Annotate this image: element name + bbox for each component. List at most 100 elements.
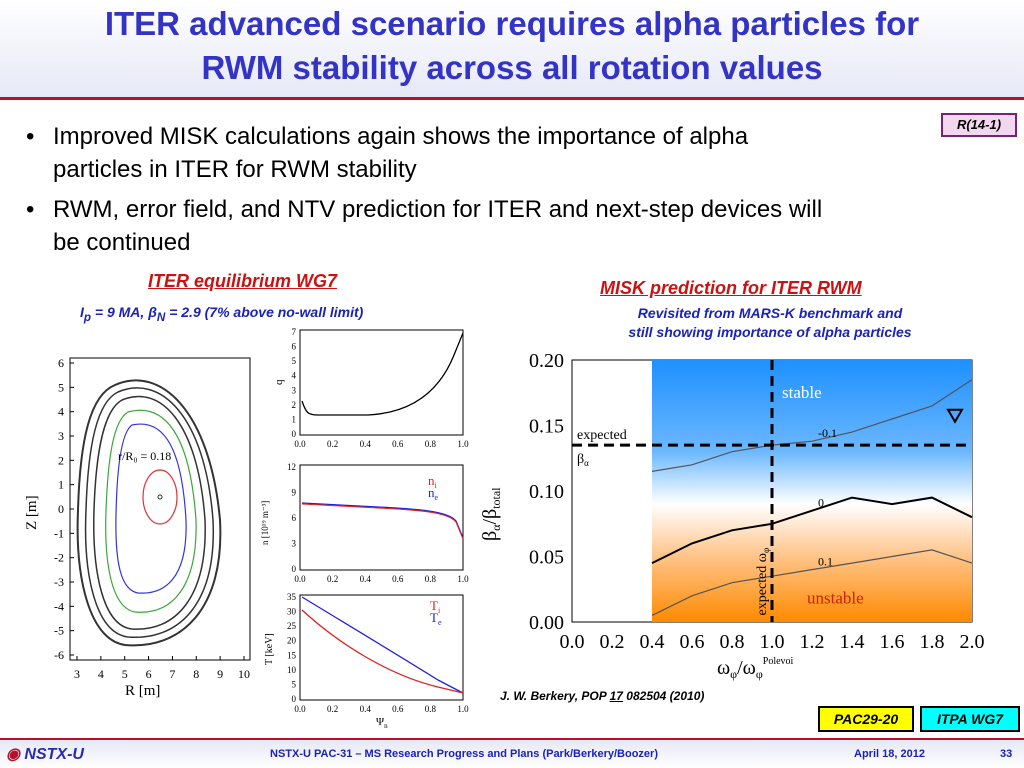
misk-x-tick-label: 1.2 <box>800 631 825 653</box>
stable-region-label: stable <box>782 383 822 402</box>
profile-y-tick-label: 4 <box>292 371 297 381</box>
profile-y-tick-label: 7 <box>292 327 297 337</box>
profile-x-tick-label: 0.6 <box>392 704 404 714</box>
misk-chart-svg: -0.1 0 0.1 0.0 0.2 0.4 0.6 0.8 1.0 1.2 1.4 1.6 1.8 2… <box>479 350 985 681</box>
expected-omega-label: expected ωφ <box>755 548 771 616</box>
misk-x-tick-label: 0.2 <box>600 631 625 653</box>
profile-x-tick-label: 0.6 <box>392 439 404 449</box>
profile-y-tick-label: 15 <box>287 650 297 660</box>
profile-x-tick-label: 0.4 <box>360 574 372 584</box>
misk-x-tick-label: 2.0 <box>960 631 985 653</box>
citation-volume: 17 <box>609 689 623 703</box>
eq-x-tick-label: 4 <box>98 667 104 681</box>
bullet-text-line: particles in ITER for RWM stability <box>53 156 417 183</box>
slide-title-line1: ITER advanced scenario requires alpha pa… <box>104 5 920 42</box>
profile-x-tick-label: 0.8 <box>425 439 437 449</box>
separatrix-surface <box>93 395 206 630</box>
q-profile-line <box>301 332 464 416</box>
footer-center-text: NSTX-U PAC-31 – MS Research Progress and… <box>270 748 658 760</box>
profile-y-tick-label: 25 <box>287 621 297 631</box>
profile-y-tick-label: 2 <box>292 400 297 410</box>
equilibrium-params: Ip = 9 MA, βN = 2.9 (7% above no-wall li… <box>80 303 440 327</box>
psi-xlabel: Ψn <box>376 716 388 730</box>
ne-legend: ne <box>428 485 439 502</box>
profile-x-tick-label: 0.2 <box>327 704 338 714</box>
ni-legend: ni <box>428 473 438 490</box>
ip-sub: p <box>83 310 92 324</box>
citation: J. W. Berkery, POP 17 082504 (2010) <box>500 689 760 703</box>
eq-y-tick-label: 2 <box>58 453 64 467</box>
profile-y-tick-label: 5 <box>292 356 297 366</box>
profile-y-tick-label: 12 <box>287 462 296 472</box>
profile-x-tick-label: 0.0 <box>294 574 306 584</box>
eq-x-tick-label: 9 <box>217 667 223 681</box>
profile-y-tick-label: 20 <box>287 636 297 646</box>
ip-value: = 9 MA, β <box>91 304 157 320</box>
expected-beta-symbol: βα <box>577 452 589 468</box>
profile-x-tick-label: 1.0 <box>457 574 469 584</box>
profile-x-tick-label: 0.6 <box>392 574 404 584</box>
red-flux-surface <box>142 469 178 525</box>
contour-label: 0.1 <box>818 555 833 569</box>
eq-y-tick-label: -1 <box>54 526 64 540</box>
n-frame <box>299 464 464 571</box>
right-panel-heading: MISK prediction for ITER RWM <box>600 278 862 298</box>
bullet-list: • Improved MISK calculations again shows… <box>26 120 976 266</box>
left-panel-heading: ITER equilibrium WG7 <box>148 271 338 291</box>
beta-n-value: = 2.9 (7% above no-wall limit) <box>165 304 364 320</box>
right-sub-line1: Revisited from MARS-K benchmark and <box>637 305 903 321</box>
right-panel-subtitle: Revisited from MARS-K benchmark and stil… <box>560 304 980 342</box>
logo-text: NSTX-U <box>24 746 84 763</box>
wall-surface <box>84 387 214 638</box>
profile-y-tick-label: 6 <box>292 342 297 352</box>
profile-y-tick-label: 0 <box>292 564 297 574</box>
ne-profile-line <box>301 502 464 539</box>
contour-label: 0 <box>818 496 824 510</box>
unstable-region-label: unstable <box>807 588 864 607</box>
beta-n-sub: N <box>156 310 166 324</box>
misk-x-tick-label: 1.6 <box>880 631 905 653</box>
eq-y-tick-label: -2 <box>54 551 64 565</box>
q-ylabel: q <box>273 379 285 385</box>
title-bar: ITER advanced scenario requires alpha pa… <box>0 0 1024 100</box>
eq-x-tick-label: 6 <box>146 667 152 681</box>
eq-xlabel: R [m] <box>125 683 160 699</box>
eq-y-tick-label: -4 <box>54 599 64 613</box>
misk-y-tick-label: 0.10 <box>529 481 564 503</box>
misk-heatmap-region <box>652 360 972 622</box>
eq-x-tick-label: 3 <box>74 667 80 681</box>
misk-ylabel: βα/βtotal <box>482 487 503 541</box>
q-frame <box>299 329 464 436</box>
magnetic-axis-icon <box>157 494 163 500</box>
eq-y-tick-label: -6 <box>54 648 64 662</box>
eq-y-tick-label: -3 <box>54 575 64 589</box>
misk-x-tick-label: 1.4 <box>840 631 865 653</box>
misk-chart: -0.1 0 0.1 0.0 0.2 0.4 0.6 0.8 1.0 1.2 1.4 1.6 1.8 2… <box>479 345 1002 685</box>
eq-ylabel: Z [m] <box>24 495 40 530</box>
bullet-text-line: RWM, error field, and NTV prediction for… <box>53 196 823 223</box>
contour-line <box>651 496 973 564</box>
profile-x-tick-label: 1.0 <box>457 439 469 449</box>
eq-y-tick-label: 1 <box>58 478 64 492</box>
slide-title: ITER advanced scenario requires alpha pa… <box>0 2 1024 90</box>
profile-y-tick-label: 35 <box>287 592 297 602</box>
profile-x-tick-label: 0.0 <box>294 704 306 714</box>
profile-y-tick-label: 3 <box>292 539 297 549</box>
footer: ◉ NSTX-U NSTX-U PAC-31 – MS Research Pro… <box>0 738 1024 768</box>
eq-y-tick-label: 6 <box>58 356 64 370</box>
eq-annotation: r/R₀ = 0.18 <box>118 449 171 463</box>
logo-ring-icon: ◉ <box>6 746 20 763</box>
nstx-logo: ◉ NSTX-U <box>6 744 84 764</box>
misk-x-tick-label: 0.4 <box>640 631 665 653</box>
pac-badge: PAC29-20 <box>818 706 914 732</box>
misk-x-tick-label: 0.8 <box>720 631 745 653</box>
t-ylabel: T [keV] <box>264 633 275 665</box>
ni-profile-line <box>301 503 464 540</box>
eq-x-tick-label: 8 <box>193 667 199 681</box>
profile-y-tick-label: 30 <box>287 607 297 617</box>
citation-suffix: 082504 (2010) <box>622 689 705 703</box>
bullet-item: • RWM, error field, and NTV prediction f… <box>26 193 976 259</box>
bullet-dot-icon: • <box>26 196 35 223</box>
